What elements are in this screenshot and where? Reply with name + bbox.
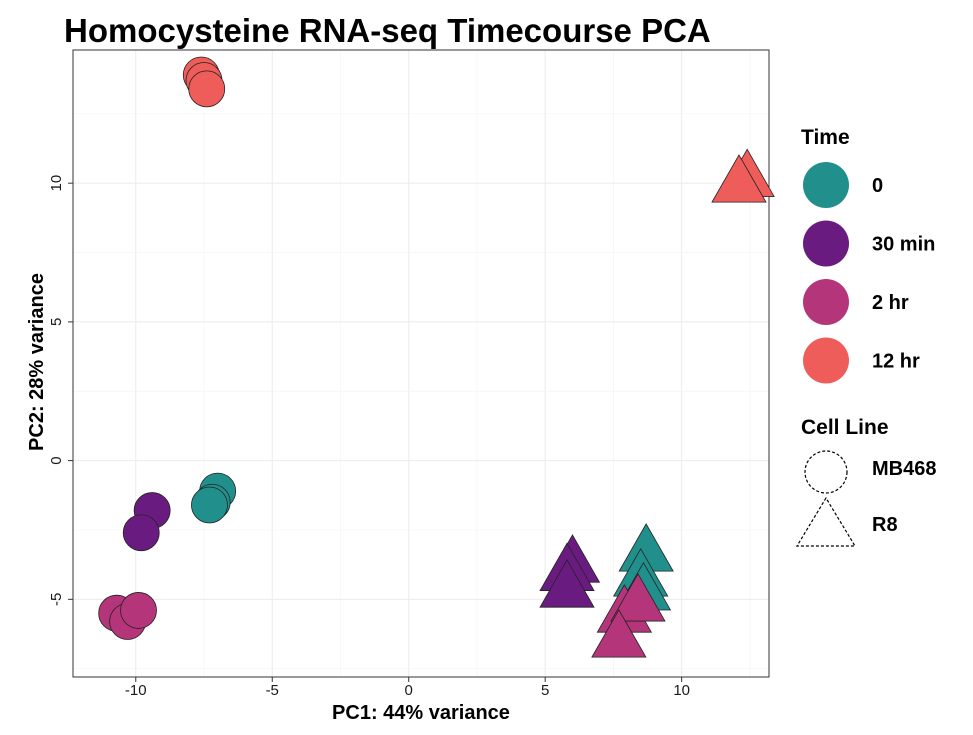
y-tick-label: -5 bbox=[48, 593, 65, 606]
legend-title-time: Time bbox=[801, 126, 850, 149]
x-axis-title: PC1: 44% variance bbox=[332, 702, 510, 724]
legend-key-triangle bbox=[795, 496, 857, 547]
data-point-circle bbox=[191, 486, 228, 524]
data-point-triangle bbox=[711, 154, 767, 203]
legend-label-time: 30 min bbox=[872, 234, 935, 256]
y-tick-label: 0 bbox=[48, 456, 65, 464]
y-tick-label: 10 bbox=[48, 175, 65, 192]
y-axis-title: PC2: 28% variance bbox=[26, 273, 48, 451]
x-tick-label: 5 bbox=[541, 682, 549, 699]
x-tick-label: 10 bbox=[673, 682, 690, 699]
data-points bbox=[98, 56, 775, 658]
legend-key-time bbox=[803, 220, 849, 267]
y-tick-label: 5 bbox=[48, 318, 65, 326]
x-tick-label: 0 bbox=[405, 682, 413, 699]
legend-label-cell-line: MB468 bbox=[872, 458, 936, 480]
grid-lines bbox=[73, 50, 769, 677]
legend-label-time: 12 hr bbox=[872, 351, 920, 373]
x-tick-label: -10 bbox=[125, 682, 147, 699]
legend: Time 0 30 min 2 hr 12 hr Cell Line MB468 R8 bbox=[795, 126, 936, 547]
x-tick-label: -5 bbox=[266, 682, 279, 699]
data-point-triangle bbox=[591, 609, 647, 658]
data-point-circle bbox=[188, 70, 226, 108]
legend-key-circle bbox=[804, 450, 848, 494]
legend-label-time: 2 hr bbox=[872, 292, 909, 314]
legend-label-cell-line: R8 bbox=[872, 514, 898, 536]
plot-panel bbox=[72, 49, 770, 678]
data-point-triangle bbox=[610, 573, 666, 622]
legend-title-cell-line: Cell Line bbox=[801, 416, 889, 439]
data-point-triangle bbox=[539, 559, 595, 608]
legend-key-time bbox=[803, 279, 849, 325]
axis-ticks: -10 -5 0 5 10 -5 0 5 10 bbox=[48, 175, 690, 699]
data-point-circle bbox=[122, 514, 160, 552]
chart-title: Homocysteine RNA-seq Timecourse PCA bbox=[64, 12, 711, 49]
legend-key-time bbox=[803, 162, 849, 208]
data-point-circle bbox=[120, 592, 157, 629]
legend-key-time bbox=[803, 337, 849, 384]
legend-label-time: 0 bbox=[872, 175, 883, 197]
